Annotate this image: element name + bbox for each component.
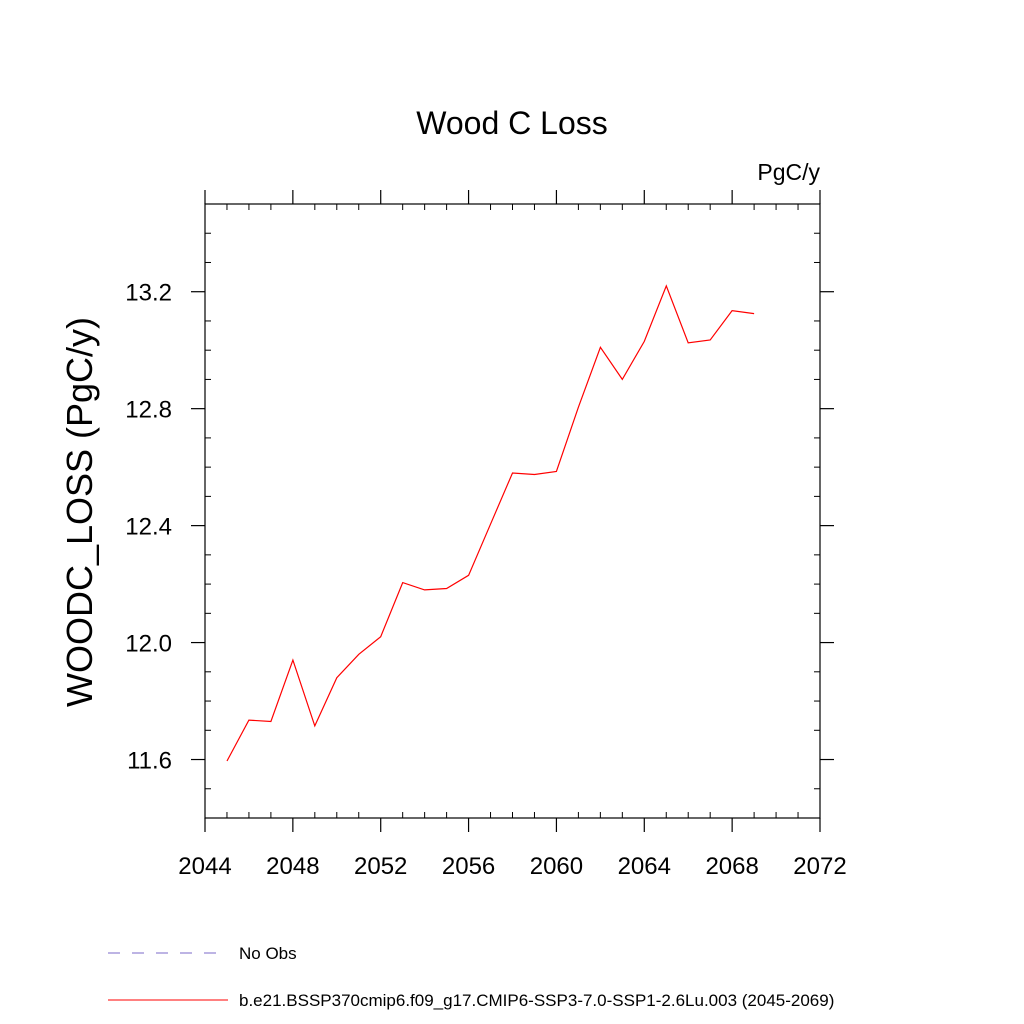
x-tick-label: 2044 <box>178 853 231 880</box>
x-tick-label: 2056 <box>442 853 495 880</box>
x-tick-label: 2060 <box>530 853 583 880</box>
y-tick-label: 11.6 <box>127 748 172 775</box>
x-tick-label: 2064 <box>618 853 671 880</box>
units-label: PgC/y <box>757 159 820 185</box>
x-tick-label: 2052 <box>354 853 407 880</box>
x-tick-label: 2072 <box>793 853 846 880</box>
y-tick-label: 12.0 <box>125 631 172 658</box>
y-tick-label: 13.2 <box>125 280 172 307</box>
chart-title: Wood C Loss <box>416 105 608 141</box>
series-layer <box>226 284 755 762</box>
x-tick-label: 2048 <box>266 853 319 880</box>
legend-label-no-obs: No Obs <box>239 944 297 963</box>
axes: 2044 2048 2052 2056 2060 2064 2068 2072 11.6 12.0… <box>125 190 847 880</box>
y-axis-label: WOODC_LOSS (PgC/y) <box>59 317 100 707</box>
legend: No Obs b.e21.BSSP370cmip6.f09_g17.CMIP6-… <box>108 944 834 1010</box>
x-tick-label: 2068 <box>705 853 758 880</box>
y-tick-label: 12.4 <box>125 514 172 541</box>
series-line-0 <box>226 284 755 762</box>
y-tick-label: 12.8 <box>125 397 172 424</box>
plot-frame <box>204 203 821 819</box>
legend-label-model: b.e21.BSSP370cmip6.f09_g17.CMIP6-SSP3-7.… <box>239 991 834 1010</box>
